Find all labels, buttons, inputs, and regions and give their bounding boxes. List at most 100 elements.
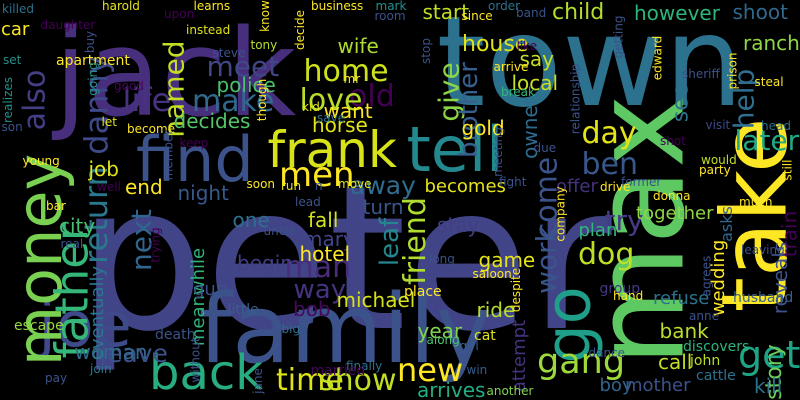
cloud-word-29: home [303, 54, 389, 89]
cloud-word-175: young [22, 154, 60, 168]
cloud-word-172: without [188, 337, 203, 383]
cloud-word-120: car [1, 19, 30, 40]
cloud-word-59: horse [312, 113, 368, 137]
cloud-word-183: edward [649, 35, 664, 81]
cloud-word-141: prison [725, 52, 740, 90]
cloud-word-110: big [281, 322, 301, 336]
cloud-word-33: child [552, 0, 605, 25]
cloud-word-179: keep [179, 136, 209, 150]
cloud-word-153: party [699, 163, 731, 177]
cloud-word-133: room [374, 9, 406, 23]
cloud-word-165: real [60, 237, 84, 251]
cloud-word-187: company [553, 186, 568, 242]
cloud-word-104: place [404, 284, 442, 300]
cloud-word-60: gold [461, 116, 505, 140]
cloud-word-88: hotel [299, 242, 351, 266]
cloud-word-111: finally [346, 359, 383, 373]
cloud-word-129: upon [164, 7, 195, 21]
cloud-word-84: city [59, 214, 96, 238]
cloud-word-132: steve [212, 46, 246, 60]
cloud-word-47: leave [100, 338, 168, 368]
cloud-word-85: one [232, 208, 270, 232]
cloud-word-177: set [3, 53, 22, 67]
cloud-word-75: kill [754, 374, 783, 398]
cloud-word-107: death [155, 327, 196, 343]
cloud-word-149: shot [660, 134, 686, 148]
cloud-word-86: fall [308, 208, 339, 232]
cloud-word-152: would [701, 153, 737, 167]
cloud-word-48: however [634, 1, 720, 25]
cloud-word-154: well [97, 180, 121, 194]
cloud-word-64: ranch [743, 31, 800, 55]
cloud-word-113: cat [474, 328, 496, 344]
cloud-word-32: later [734, 124, 800, 157]
cloud-word-30: new [397, 351, 464, 389]
cloud-word-49: see [667, 83, 693, 123]
cloud-word-193: though [255, 78, 270, 122]
cloud-word-162: lead [295, 195, 321, 209]
cloud-word-58: decides [173, 109, 251, 133]
cloud-word-143: kid [302, 100, 320, 114]
cloud-word-123: harold [102, 0, 140, 13]
cloud-word-151: meeting [490, 127, 505, 177]
cloud-word-74: john [690, 353, 721, 369]
cloud-word-61: house [462, 32, 529, 57]
cloud-word-93: stay [437, 213, 480, 237]
cloud-word-114: girl [459, 339, 479, 353]
cloud-word-81: job [88, 157, 120, 181]
cloud-word-53: local [511, 71, 559, 95]
cloud-word-0: peter [78, 143, 612, 376]
cloud-word-37: friend [397, 197, 433, 285]
cloud-word-147: let [101, 115, 117, 129]
cloud-word-99: becomes [424, 176, 506, 197]
cloud-word-45: try [604, 204, 644, 237]
cloud-word-91: gun [193, 279, 228, 300]
cloud-word-181: run [281, 179, 302, 193]
cloud-word-144: save [317, 111, 346, 125]
cloud-word-63: shoot [732, 0, 788, 24]
cloud-word-7: find [136, 123, 254, 196]
cloud-word-76: boy [599, 375, 633, 396]
cloud-word-112: married [310, 363, 366, 379]
cloud-word-109: join [90, 362, 112, 376]
cloud-word-96: asks [716, 206, 736, 242]
cloud-word-178: realizes [1, 76, 16, 124]
cloud-word-173: jane [250, 368, 265, 394]
cloud-word-92: eventually [87, 265, 109, 361]
cloud-word-51: turn [362, 195, 404, 219]
cloud-word-95: together [636, 203, 714, 224]
cloud-word-142: steal [754, 75, 784, 89]
cloud-word-159: drive [600, 180, 631, 194]
cloud-word-108: escape [14, 318, 64, 334]
cloud-word-119: cattle [696, 368, 736, 384]
cloud-word-131: tony [250, 38, 278, 52]
cloud-word-136: arrive [493, 60, 529, 74]
cloud-word-80: woman [74, 340, 148, 364]
cloud-word-28: love [299, 83, 363, 118]
cloud-word-106: little [227, 302, 259, 318]
cloud-word-121: killed [2, 2, 34, 16]
cloud-word-68: michael [336, 288, 416, 312]
cloud-word-117: dance [588, 346, 626, 360]
cloud-word-169: hand [613, 289, 644, 303]
cloud-word-125: business [311, 0, 364, 13]
cloud-word-100: attempt [509, 319, 531, 393]
cloud-word-156: move [338, 177, 372, 191]
cloud-word-124: learns [193, 0, 231, 13]
cloud-word-50: away [350, 170, 416, 200]
cloud-word-14: time [276, 363, 344, 398]
cloud-word-167: long [429, 252, 455, 266]
cloud-word-170: agrees [698, 255, 713, 297]
cloud-word-138: apartment [56, 53, 130, 69]
cloud-word-46: way [293, 275, 347, 305]
cloud-word-98: offer [556, 176, 598, 197]
cloud-word-140: sheriff [682, 67, 720, 81]
cloud-word-196: anne [689, 309, 719, 323]
cloud-word-8: tell [406, 113, 504, 186]
cloud-word-70: game [478, 248, 536, 272]
cloud-word-128: band [516, 6, 547, 20]
cloud-word-89: begin [237, 251, 293, 275]
cloud-word-15: show [319, 363, 397, 398]
cloud-word-1: jack [54, 5, 297, 144]
